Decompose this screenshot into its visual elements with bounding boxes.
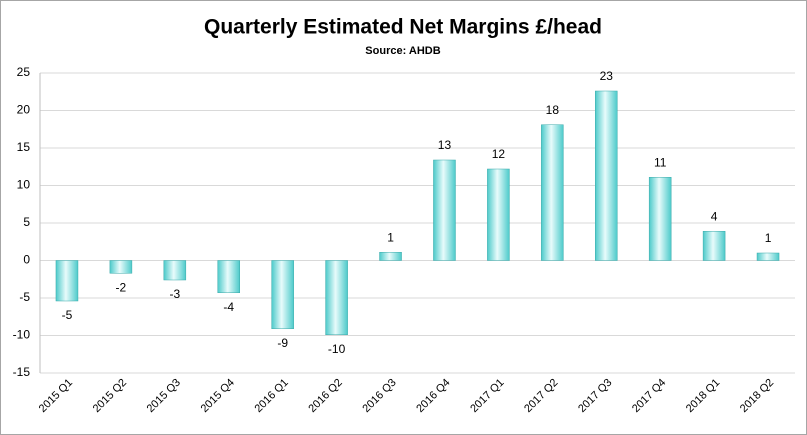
bar [109, 260, 133, 274]
bar [271, 260, 294, 329]
data-label: -4 [223, 300, 234, 314]
data-label: -9 [277, 336, 288, 350]
bar [55, 260, 79, 302]
data-label: -3 [169, 287, 180, 301]
y-tick-label: -10 [13, 328, 31, 342]
y-tick-label: 10 [17, 178, 31, 192]
bar [433, 159, 456, 261]
data-label: 18 [546, 103, 560, 117]
bar [487, 168, 510, 261]
data-label: -10 [328, 342, 346, 356]
chart-title: Quarterly Estimated Net Margins £/head [204, 16, 602, 39]
bar [541, 124, 564, 261]
data-label: 4 [711, 209, 718, 223]
data-label: 1 [387, 230, 394, 244]
bar [163, 260, 187, 281]
bar [648, 177, 672, 261]
data-label: -5 [62, 308, 73, 322]
bar [702, 231, 726, 261]
data-label: 11 [654, 155, 667, 169]
y-tick-label: 25 [17, 65, 31, 79]
y-tick-label: -15 [13, 365, 31, 379]
y-tick-label: 0 [23, 253, 30, 267]
y-tick-label: 5 [23, 215, 30, 229]
chart-subtitle: Source: AHDB [365, 45, 440, 57]
bar [756, 252, 780, 261]
data-label: 13 [438, 138, 452, 152]
y-tick-label: 15 [17, 140, 31, 154]
data-label: 1 [765, 231, 772, 245]
y-tick-label: 20 [17, 103, 31, 117]
bar [595, 90, 618, 261]
bar [379, 252, 402, 261]
data-label: -2 [116, 280, 127, 294]
bar [325, 260, 348, 335]
data-label: 23 [600, 69, 614, 83]
bar [217, 260, 240, 293]
y-tick-label: -5 [19, 290, 30, 304]
data-label: 12 [492, 147, 506, 161]
